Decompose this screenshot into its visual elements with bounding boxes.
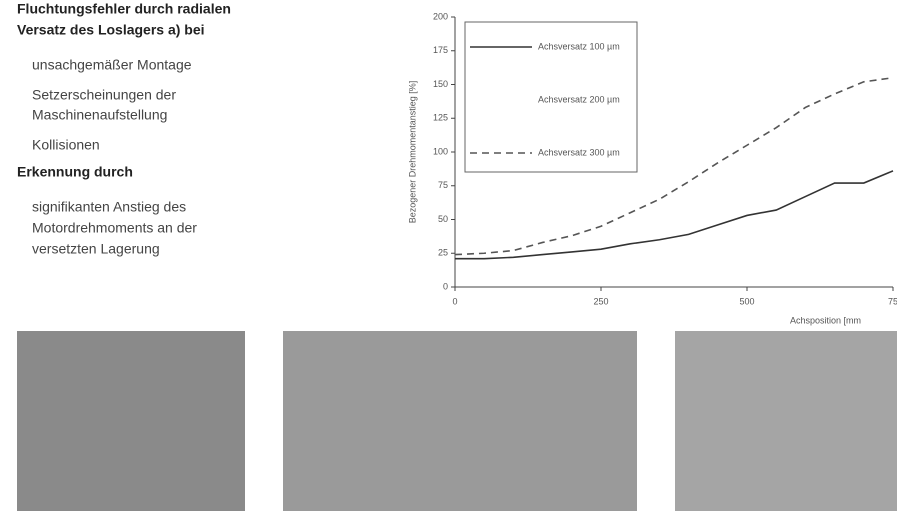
photo	[675, 331, 897, 511]
y-tick-label: 200	[433, 11, 448, 21]
y-tick-label: 50	[438, 214, 448, 224]
x-tick-label: 500	[739, 296, 754, 306]
y-tick-label: 0	[443, 281, 448, 291]
legend-label: Achsversatz 100 µm	[538, 41, 620, 51]
y-tick-label: 150	[433, 79, 448, 89]
heading: Erkennung durch	[17, 164, 133, 180]
y-tick-label: 75	[438, 180, 448, 190]
bullet-text: Maschinenaufstellung	[32, 107, 167, 123]
legend-label: Achsversatz 300 µm	[538, 147, 620, 157]
bullet-text: Setzerscheinungen der	[32, 87, 176, 103]
photo	[17, 331, 245, 511]
x-tick-label: 250	[593, 296, 608, 306]
y-tick-label: 175	[433, 45, 448, 55]
y-tick-label: 125	[433, 113, 448, 123]
x-tick-label: 75	[888, 296, 897, 306]
bullet-text: Kollisionen	[32, 137, 100, 153]
x-tick-label: 0	[452, 296, 457, 306]
series-line	[454, 76, 894, 256]
bullet-text: unsachgemäßer Montage	[32, 57, 192, 73]
y-tick-label: 100	[433, 146, 448, 156]
heading: Fluchtungsfehler durch radialen	[17, 1, 231, 17]
bullet-text: versetzten Lagerung	[32, 241, 160, 257]
bullet-text: signifikanten Anstieg des	[32, 199, 186, 215]
photo	[283, 331, 637, 511]
y-tick-label: 25	[438, 248, 448, 258]
x-axis-label: Achsposition [mm	[790, 315, 861, 325]
y-axis-label: Bezogener Drehmomentanstieg [%]	[407, 81, 417, 224]
series-line	[455, 170, 894, 260]
bullet-text: Motordrehmoments an der	[32, 220, 197, 236]
heading: Versatz des Loslagers a) bei	[17, 22, 205, 38]
legend-label: Achsversatz 200 µm	[538, 94, 620, 104]
